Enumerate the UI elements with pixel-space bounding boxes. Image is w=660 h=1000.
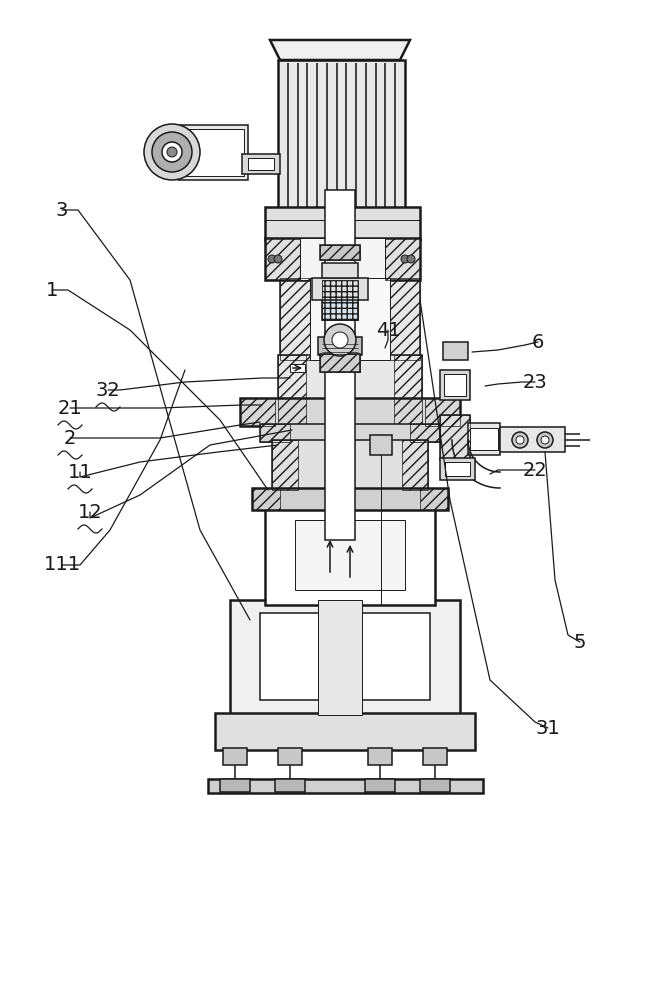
Circle shape [541, 436, 549, 444]
Bar [278, 355, 422, 435]
Bar [242, 154, 280, 174]
Bar [385, 238, 420, 280]
Circle shape [401, 255, 409, 263]
Bar [322, 280, 358, 320]
Text: 21: 21 [57, 398, 82, 418]
Bar [365, 779, 395, 792]
Bar [265, 505, 435, 605]
Bar [182, 129, 244, 176]
Bar [368, 748, 392, 765]
Text: 12: 12 [78, 502, 102, 522]
Bar [240, 398, 460, 426]
Bar [320, 245, 360, 260]
Text: 5: 5 [574, 633, 586, 652]
Bar [260, 424, 290, 442]
Bar [215, 713, 475, 750]
Bar [440, 370, 470, 400]
Bar [322, 263, 358, 278]
Bar [423, 748, 447, 765]
Text: 111: 111 [44, 556, 81, 574]
Bar [322, 280, 358, 320]
Bar [265, 238, 420, 280]
Bar [278, 60, 405, 210]
Bar [275, 779, 305, 792]
Bar [320, 354, 360, 372]
Circle shape [268, 255, 276, 263]
Bar [252, 488, 280, 510]
Bar [220, 779, 250, 792]
Circle shape [407, 255, 415, 263]
Circle shape [162, 142, 182, 162]
Circle shape [152, 132, 192, 172]
Circle shape [274, 255, 282, 263]
Circle shape [144, 124, 200, 180]
Bar [310, 278, 390, 360]
Bar [248, 158, 274, 170]
Bar [420, 488, 448, 510]
Bar [320, 245, 360, 260]
Text: 41: 41 [376, 320, 401, 340]
Bar [260, 424, 440, 442]
Bar [178, 125, 248, 180]
Bar [410, 424, 440, 442]
Bar [272, 440, 428, 490]
Bar [394, 355, 422, 435]
Circle shape [516, 436, 524, 444]
Bar [278, 748, 302, 765]
Bar [278, 355, 306, 435]
Bar [390, 278, 420, 360]
Bar [325, 190, 355, 540]
Polygon shape [270, 40, 410, 60]
Text: 2: 2 [64, 428, 76, 448]
Text: 22: 22 [523, 460, 547, 480]
Bar [402, 440, 428, 490]
Bar [272, 440, 298, 490]
Bar [240, 398, 275, 426]
Bar [300, 238, 385, 280]
Bar [318, 600, 362, 715]
Bar [295, 520, 405, 590]
Bar [500, 427, 565, 452]
Text: 11: 11 [67, 462, 92, 482]
Text: 23: 23 [523, 372, 547, 391]
Bar [265, 238, 300, 280]
Bar [440, 415, 470, 460]
Bar [162, 136, 178, 168]
Bar [280, 278, 310, 360]
Bar [208, 779, 483, 793]
Bar [420, 779, 450, 792]
Text: 32: 32 [96, 380, 120, 399]
Bar [468, 423, 500, 455]
Circle shape [512, 432, 528, 448]
Circle shape [537, 432, 553, 448]
Bar [470, 428, 498, 450]
Bar [443, 342, 468, 360]
Bar [320, 354, 360, 372]
Text: 1: 1 [46, 280, 58, 300]
Bar [260, 613, 345, 700]
Bar [265, 207, 420, 240]
Bar [444, 374, 466, 396]
Circle shape [324, 324, 356, 356]
Bar [290, 364, 305, 372]
Bar [370, 435, 392, 455]
Bar [440, 458, 475, 480]
Bar [312, 278, 368, 300]
Bar [440, 415, 470, 460]
Text: 31: 31 [536, 718, 560, 738]
Circle shape [332, 332, 348, 348]
Bar [230, 600, 460, 715]
Bar [252, 488, 448, 510]
Bar [318, 337, 362, 355]
Bar [445, 462, 470, 476]
Text: 3: 3 [56, 200, 68, 220]
Circle shape [167, 147, 177, 157]
Bar [345, 613, 430, 700]
Bar [425, 398, 460, 426]
Bar [223, 748, 247, 765]
Text: 6: 6 [532, 332, 544, 352]
Bar [280, 278, 420, 360]
